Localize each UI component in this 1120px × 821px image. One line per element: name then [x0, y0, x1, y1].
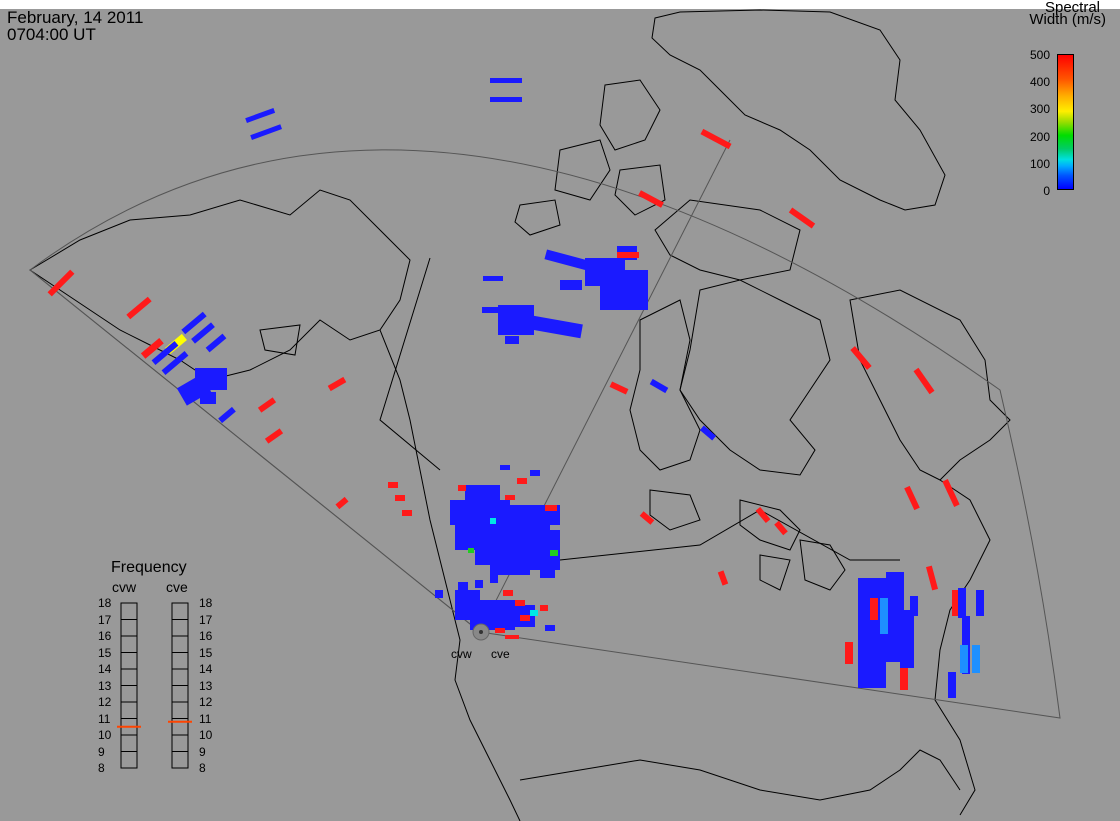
frequency-tick-right: 8	[199, 761, 206, 775]
frequency-label-cvw: cvw	[112, 579, 137, 595]
site-label-cvw: cvw	[451, 647, 472, 661]
frequency-tick-right: 16	[199, 629, 213, 643]
frequency-tick-right: 9	[199, 744, 206, 759]
frequency-tick-right: 10	[199, 728, 213, 742]
frequency-tick-left: 12	[98, 695, 112, 709]
colorbar-tick: 300	[1029, 102, 1050, 117]
frequency-tick-left: 13	[98, 678, 112, 693]
colorbar-title-line2: Width (m/s)	[1029, 11, 1106, 28]
time-label: 0704:00 UT	[7, 25, 96, 44]
frequency-tick-right: 17	[199, 612, 213, 627]
colorbar-tick: 200	[1029, 129, 1050, 144]
date-label: February, 14 2011	[7, 8, 144, 27]
frequency-tick-left: 17	[98, 612, 112, 627]
colorbar-tick: 100	[1029, 156, 1050, 171]
frequency-label-cve: cve	[166, 579, 188, 595]
frequency-tick-right: 12	[199, 695, 213, 709]
frequency-tick-left: 8	[98, 761, 105, 775]
frequency-tick-right: 18	[199, 596, 213, 610]
frequency-tick-left: 15	[98, 645, 112, 660]
frequency-tick-left: 11	[98, 711, 111, 726]
frequency-tick-left: 9	[98, 744, 105, 759]
colorbar-tick: 0	[1043, 184, 1050, 198]
frequency-tick-left: 10	[98, 728, 112, 742]
colorbar-title-line1: Spectral	[1044, 0, 1100, 16]
colorbar	[1057, 54, 1074, 190]
coastlines	[29, 9, 1011, 821]
colorbar-tick: 500	[1029, 48, 1050, 62]
frequency-title: Frequency	[111, 559, 187, 576]
frequency-tick-left: 16	[98, 629, 112, 643]
top-strip	[0, 0, 1120, 9]
frequency-tick-right: 13	[199, 678, 213, 693]
radar-data	[47, 78, 984, 698]
frequency-tick-right: 15	[199, 645, 213, 660]
frequency-tick-left: 18	[98, 596, 112, 610]
frequency-tick-left: 14	[98, 662, 112, 676]
colorbar-tick: 400	[1029, 75, 1050, 90]
frequency-tick-right: 11	[199, 711, 212, 726]
site-label-cve: cve	[491, 647, 510, 661]
frequency-tick-right: 14	[199, 662, 213, 676]
